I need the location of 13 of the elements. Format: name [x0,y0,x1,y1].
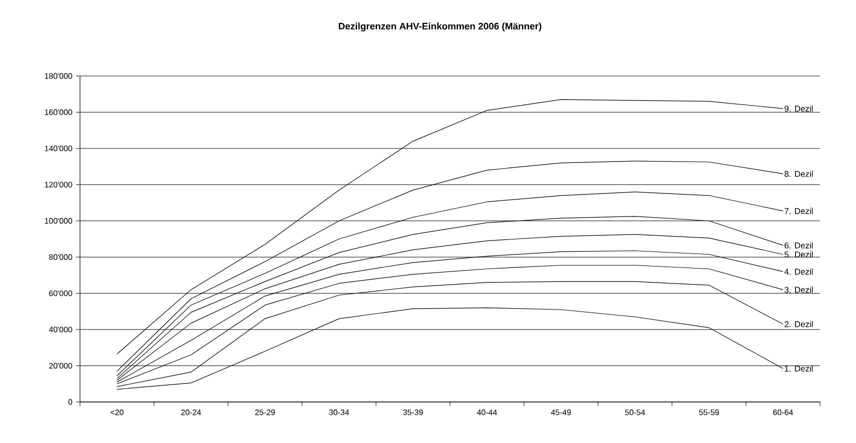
series-label: 5. Dezil [784,251,813,258]
chart-title: Dezilgrenzen AHV-Einkommen 2006 (Männer) [338,22,542,32]
series-label: 4. Dezil [784,268,813,275]
series-label: 7. Dezil [784,208,813,214]
line-series [116,99,784,354]
series-label: 8. Dezil [784,170,813,177]
series-label: 2. Dezil [784,320,813,328]
series-label: 9. Dezil [784,105,813,112]
line-series [116,281,784,387]
series-label: 6. Dezil [784,242,813,248]
line-series [116,160,784,372]
line-series [116,308,784,390]
series-label: 3. Dezil [784,286,813,293]
